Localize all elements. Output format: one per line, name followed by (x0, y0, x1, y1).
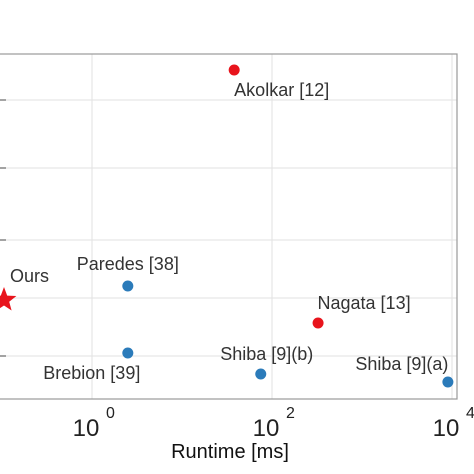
x-axis-title: Runtime [ms] (171, 441, 289, 463)
data-points (0, 64, 454, 388)
data-point (122, 280, 134, 292)
x-tick-label: 10 (73, 415, 100, 442)
x-tick-exponent: 4 (466, 405, 474, 422)
point-label: Paredes [38] (77, 254, 179, 274)
data-point (442, 376, 454, 388)
x-tick-labels: 10 0 10 2 10 4 (73, 405, 474, 442)
x-tick-label: 10 (433, 415, 460, 442)
data-point-star (0, 287, 17, 311)
x-tick-exponent: 2 (286, 405, 295, 422)
point-label: Ours (10, 266, 49, 286)
x-tick-exponent: 0 (106, 405, 115, 422)
data-point (228, 64, 240, 76)
data-point (122, 347, 134, 359)
point-label: Nagata [13] (318, 293, 411, 313)
grid-lines (0, 54, 457, 399)
x-tick-label: 10 (253, 415, 280, 442)
plot-frame (0, 53, 458, 400)
point-labels: Akolkar [12] Ours Paredes [38] Nagata [13] B… (10, 80, 448, 383)
point-label: Akolkar [12] (234, 80, 329, 100)
point-label: Shiba [9](a) (355, 354, 448, 374)
point-label: Brebion [39] (43, 363, 140, 383)
data-point (312, 317, 324, 329)
point-label: Shiba [9](b) (220, 344, 313, 364)
data-point (255, 368, 267, 380)
